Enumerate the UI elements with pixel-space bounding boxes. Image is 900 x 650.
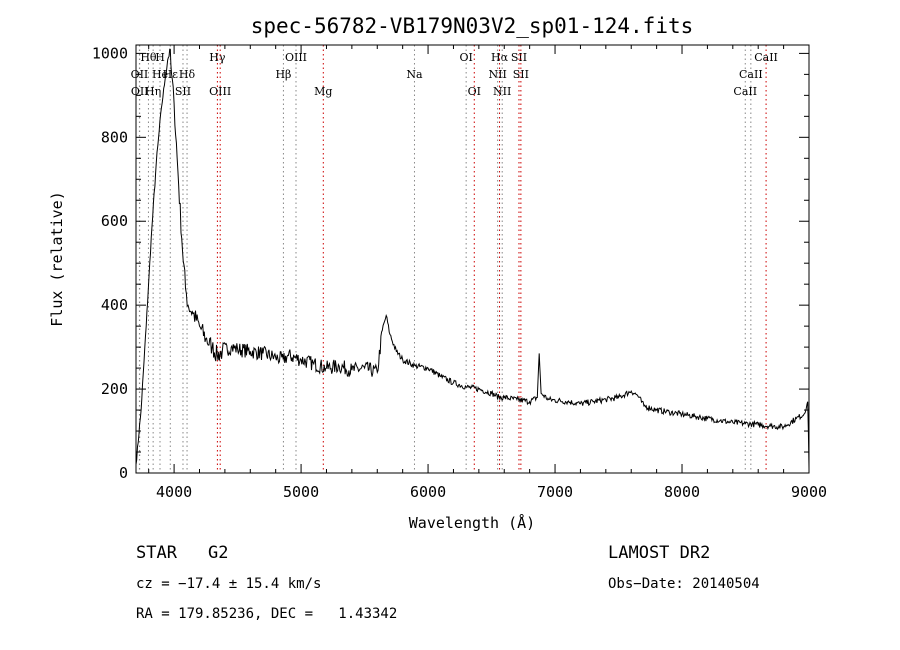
spectral-line-label: SII — [175, 85, 191, 98]
y-tick-label: 200 — [101, 380, 128, 398]
y-tick-label: 1000 — [92, 44, 128, 62]
spectral-line-label: He — [152, 68, 168, 81]
spectral-line-label: H — [155, 51, 165, 64]
spectral-line-label: CaII — [754, 51, 778, 64]
y-tick-label: 400 — [101, 296, 128, 314]
spectral-line-label: OIII — [209, 85, 231, 98]
spectral-line-label: Mg — [314, 85, 332, 98]
spectral-line-label: Hδ — [179, 68, 196, 81]
spectral-line-label: Na — [406, 68, 423, 81]
y-tick-label: 800 — [101, 128, 128, 146]
spectral-lines-layer: HθHOIIHeHεHδOIIHηSIIHγOIIIOIIIHβMgNaOIOI… — [131, 45, 778, 473]
y-axis-label: Flux (relative) — [48, 191, 66, 326]
spectral-line-label: OII — [131, 85, 149, 98]
axis-ticks: 4000 5000 6000 7000 8000 9000 0 200 400 600 800 100… — [92, 44, 827, 501]
subclass-label: G2 — [208, 543, 229, 563]
x-tick-label: 4000 — [156, 483, 192, 501]
spectral-line-label: SII — [511, 51, 527, 64]
spectral-line-label: CaII — [739, 68, 763, 81]
spectral-line-label: NII — [488, 68, 506, 81]
x-tick-label: 6000 — [410, 483, 446, 501]
x-tick-label: 8000 — [664, 483, 700, 501]
plot-frame — [135, 44, 810, 474]
spectral-line-label: SII — [513, 68, 529, 81]
survey-label: LAMOST DR2 — [608, 543, 711, 563]
x-axis-label: Wavelength (Å) — [409, 513, 535, 532]
spectrum-series-line — [135, 48, 810, 469]
spectral-line-label: Hβ — [275, 68, 291, 81]
spectral-line-label: Hα — [491, 51, 509, 64]
series-layer — [135, 48, 810, 469]
y-tick-label: 0 — [119, 464, 128, 482]
spectral-line-label: Hη — [145, 85, 161, 98]
obs-date: Obs−Date: 20140504 — [608, 576, 760, 592]
class-label: STAR — [136, 543, 177, 563]
x-tick-label: 7000 — [537, 483, 573, 501]
spectral-line-label: OIII — [285, 51, 307, 64]
ra-dec-readout: RA = 179.85236, DEC = 1.43342 — [136, 606, 398, 622]
cz-readout: cz = −17.4 ± 15.4 km/s — [136, 576, 322, 592]
x-tick-label: 5000 — [283, 483, 319, 501]
chart-title: spec-56782-VB179N03V2_sp01-124.fits — [251, 14, 694, 38]
spectral-line-label: OI — [459, 51, 472, 64]
spectral-line-label: OI — [468, 85, 481, 98]
spectral-line-label: NII — [493, 85, 511, 98]
spectral-line-label: CaII — [733, 85, 757, 98]
x-tick-label: 9000 — [791, 483, 827, 501]
y-tick-label: 600 — [101, 212, 128, 230]
spectral-line-label: Hγ — [209, 51, 226, 64]
